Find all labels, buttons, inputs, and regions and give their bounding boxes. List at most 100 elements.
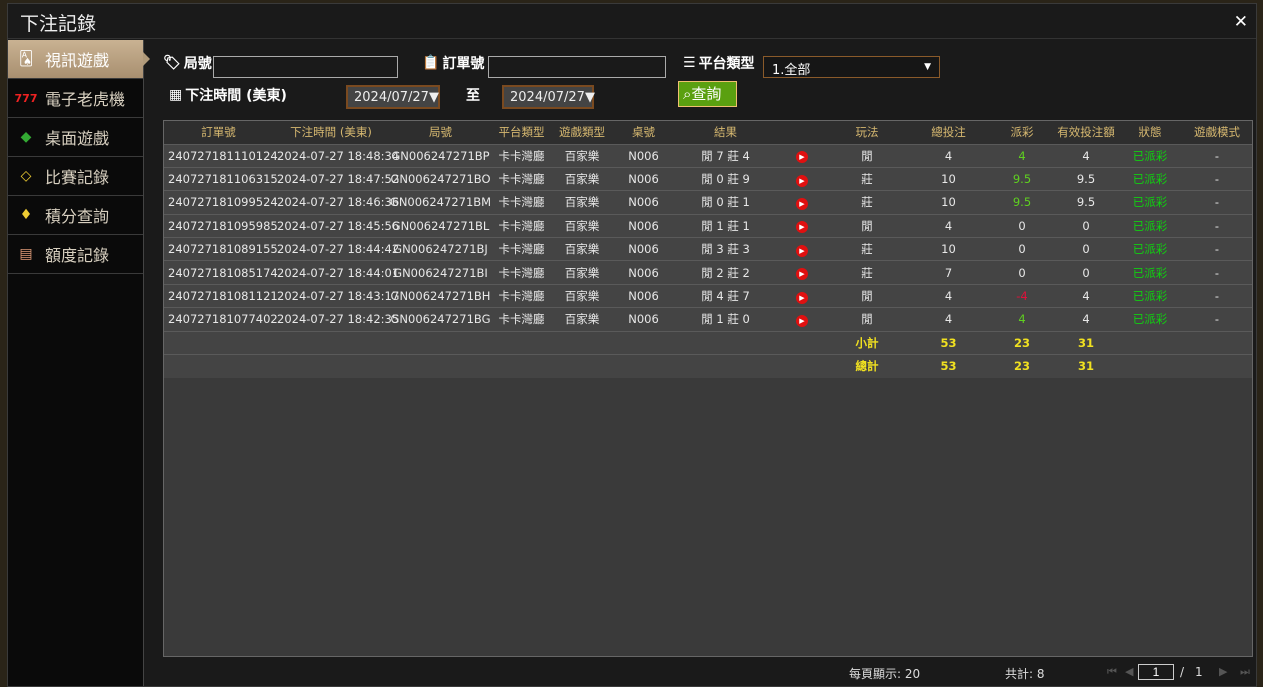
table-row: 240727181106315 2024-07-27 18:47:52 GN0062… [164,166,1252,191]
sidebar-item-4[interactable]: ♦ 積分查詢 [8,196,143,235]
cell: 4 [1054,307,1118,332]
cell: 9.5 [990,190,1054,215]
grand_total-valid-bet: 31 [1054,354,1118,378]
cell: - [1182,190,1252,215]
replay-cell: ▶ [777,143,827,168]
subtotal-label: 小計 [827,330,907,355]
column-header: 平台類型 [492,121,551,144]
cell: 0 [990,260,1054,285]
round-input[interactable] [213,56,398,78]
chips-icon: ◆ [20,129,32,145]
cell: - [1182,237,1252,261]
column-header: 下注時間 (美東) [273,121,389,144]
ticket-icon: ◇ [20,168,32,184]
play-video-icon[interactable]: ▶ [796,314,808,327]
cell: 閒 [827,143,907,168]
cell: 240727181085174 [164,260,278,285]
cell: -4 [990,283,1054,308]
sidebar-item-label: 額度記錄 [45,246,110,265]
cell: N006 [613,166,674,191]
play-video-icon[interactable]: ▶ [796,151,808,164]
cell: 閒 1 莊 0 [674,307,777,332]
cell: 莊 [827,260,907,285]
sidebar-item-3[interactable]: ◇ 比賽記錄 [8,157,143,196]
cell: 240727181077402 [164,307,278,332]
page-separator: / [1180,665,1185,679]
column-header: 派彩 [990,121,1054,144]
calendar-icon: ▦ [169,87,183,103]
cell: 閒 0 莊 9 [674,166,777,191]
table-row: 240727181099524 2024-07-27 18:46:36 GN0062… [164,190,1252,215]
cell: 4 [1054,143,1118,168]
sidebar-item-1[interactable]: 777 電子老虎機 [8,79,143,118]
page-input[interactable] [1138,664,1174,680]
cell: 0 [1054,213,1118,238]
sidebar-item-label: 積分查詢 [45,207,110,226]
last-page-icon[interactable]: ⏭ [1240,665,1250,678]
next-page-icon[interactable]: ▶ [1219,665,1228,678]
query-button[interactable]: ⌕查詢 [678,81,737,107]
cell: 0 [1054,260,1118,285]
tag-icon: 🏷 [163,55,181,71]
cell: 9.5 [1054,166,1118,191]
cell: 2024-07-27 18:45:56 [273,213,399,238]
sidebar-item-0[interactable]: 🂡 視訊遊戲 [8,40,150,79]
cell: 卡卡灣廳 [492,307,551,332]
close-icon[interactable]: ✕ [1233,12,1248,32]
cell: 7 [907,260,990,285]
sidebar-item-2[interactable]: ◆ 桌面遊戲 [8,118,143,157]
play-video-icon[interactable]: ▶ [796,268,808,281]
cell: 閒 3 莊 3 [674,237,777,261]
per-page-text: 每頁顯示: 20 [849,667,921,681]
diamond-icon: ♦ [19,207,33,223]
date-to-picker[interactable]: 2024/07/27▼ [502,85,595,109]
cell: - [1182,143,1252,168]
cell: 卡卡灣廳 [492,260,551,285]
column-header: 遊戲模式 [1182,121,1252,144]
replay-cell: ▶ [777,213,827,238]
cell: N006 [613,260,674,285]
order-input[interactable] [488,56,666,78]
grand_total-row: 總計 53 23 31 [164,354,1252,378]
subtotal-valid-bet: 31 [1054,330,1118,355]
platform-select[interactable]: 1.全部 ▼ [763,56,940,78]
subtotal-payout: 23 [990,330,1054,355]
date-from-picker[interactable]: 2024/07/27▼ [346,85,440,109]
cell: N006 [613,237,674,261]
cell: N006 [613,213,674,238]
table-row: 240727181081121 2024-07-27 18:43:17 GN0062… [164,283,1252,308]
play-video-icon[interactable]: ▶ [796,174,808,187]
replay-cell: ▶ [777,283,827,308]
play-video-icon[interactable]: ▶ [796,221,808,234]
cell: GN006247271BO [389,166,492,191]
play-video-icon[interactable]: ▶ [796,197,808,210]
column-header: 桌號 [613,121,674,144]
cell: 莊 [827,237,907,261]
cell: 百家樂 [551,237,613,261]
cell: 240727181110124 [164,143,278,168]
cell: 0 [990,237,1054,261]
cell: 卡卡灣廳 [492,237,551,261]
cell: 百家樂 [551,166,613,191]
cell: 10 [907,166,990,191]
first-page-icon[interactable]: ⏮ [1107,665,1117,678]
cell: GN006247271BG [389,307,492,332]
sidebar-item-5[interactable]: ▤ 額度記錄 [8,235,143,274]
cell: GN006247271BM [389,190,492,215]
prev-page-icon[interactable]: ◀ [1125,665,1134,678]
play-video-icon[interactable]: ▶ [796,291,808,304]
cell: 0 [990,213,1054,238]
replay-cell: ▶ [777,237,827,261]
cell: 2024-07-27 18:43:17 [273,283,399,308]
cell: 已派彩 [1118,307,1182,332]
cell: - [1182,283,1252,308]
play-video-icon[interactable]: ▶ [796,244,808,257]
column-header: 訂單號 [164,121,273,144]
cell: 0 [1054,237,1118,261]
cell: - [1182,260,1252,285]
cell: 已派彩 [1118,237,1182,261]
column-header: 有效投注額 [1054,121,1118,144]
query-label: 查詢 [691,85,722,103]
cell: 9.5 [1054,190,1118,215]
cell: 9.5 [990,166,1054,191]
